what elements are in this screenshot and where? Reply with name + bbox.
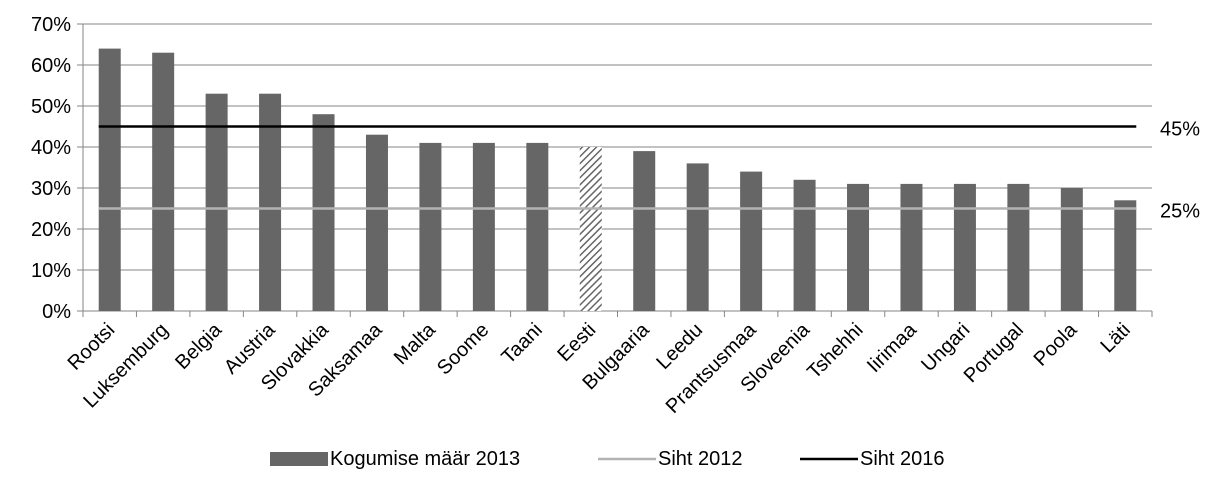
bar-belgia [205,93,228,311]
bar-portugal [1007,183,1030,311]
bar-tshehhi [847,183,870,311]
y-tick-label: 0% [42,301,71,323]
bar-ungari [953,183,976,311]
legend-label: Kogumise määr 2013 [330,448,520,470]
target-label: 45% [1160,119,1200,141]
legend: Kogumise määr 2013 Siht 2012 Siht 2016 [270,448,945,470]
y-axis-ticks: 0% 10% 20% 30% 40% 50% 60% 70% [31,14,71,323]
target-label: 25% [1160,201,1200,223]
x-tick-label: Portugal [960,319,1028,387]
bar-saksamaa [365,134,388,311]
y-tick-label: 30% [31,178,71,200]
bar-rootsi [98,48,121,311]
y-tick-label: 20% [31,219,71,241]
y-tick-label: 70% [31,14,71,36]
x-axis-labels: RootsiLuksemburgBelgiaAustriaSlovakkiaSa… [64,318,1135,418]
bar-soome [472,142,495,311]
x-tick-label: Läti [1096,319,1134,357]
bar-eesti [579,147,602,311]
bar-sloveenia [793,179,816,311]
bar-slovakkia [312,114,335,311]
bar-austria [259,93,282,311]
bar-prantsusmaa [740,171,763,311]
x-tick-label: Belgia [171,318,226,373]
legend-swatch [270,452,328,466]
bar-läti [1114,200,1137,311]
x-tick-label: Taani [497,319,546,368]
target-lines: 25% 45% [98,119,1200,223]
y-tick-label: 50% [31,96,71,118]
x-tick-label: Iirimaa [863,318,922,377]
bars [98,48,1137,311]
bar-taani [526,142,549,311]
bar-poola [1060,188,1083,311]
x-tick-label: Poola [1030,318,1082,370]
bar-malta [419,142,442,311]
y-tick-label: 40% [31,137,71,159]
x-tick-label: Malta [390,318,441,369]
x-tick-label: Soome [433,319,493,379]
legend-label: Siht 2016 [860,448,945,470]
bar-iirimaa [900,183,923,311]
bar-leedu [686,163,709,311]
bar-luksemburg [152,52,175,311]
gridlines [77,23,1153,317]
legend-label: Siht 2012 [658,448,743,470]
y-tick-label: 10% [31,260,71,282]
bar-bulgaaria [633,151,656,311]
x-tick-label: Tshehhi [803,319,867,383]
x-tick-label: Eesti [553,319,600,366]
y-tick-label: 60% [31,55,71,77]
